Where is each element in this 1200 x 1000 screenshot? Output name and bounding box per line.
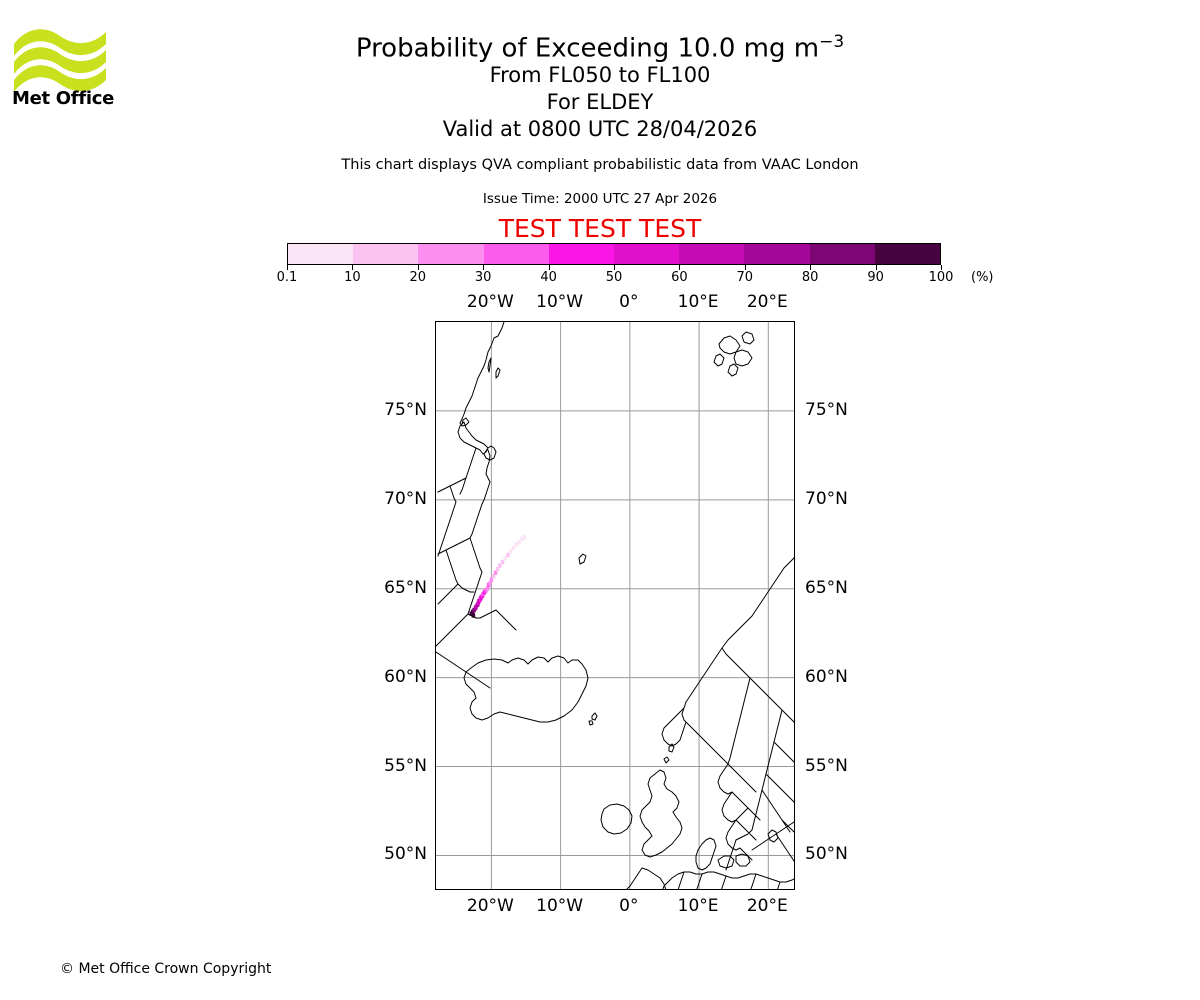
copyright-notice: © Met Office Crown Copyright	[60, 961, 272, 977]
lon-label-10-top: 10°E	[677, 292, 719, 312]
colorbar-segment-60-70	[679, 244, 745, 264]
colorbar-segment-80-90	[809, 244, 875, 264]
colorbar-segment-90-100	[874, 244, 941, 264]
colorbar-segment-50-60	[614, 244, 680, 264]
colorbar-tick-20	[417, 265, 419, 270]
ash-cell	[522, 534, 527, 540]
lat-label-65-left: 65°N	[384, 577, 427, 598]
colorbar-tick-70	[744, 265, 746, 270]
colorbar-segments	[287, 243, 941, 265]
probability-colorbar	[287, 243, 941, 265]
colorbar-tick-label-0.1: 0.1	[276, 270, 298, 285]
colorbar-segment-0.1-10	[288, 244, 354, 264]
ash-cell	[495, 566, 500, 572]
colorbar-segment-20-30	[418, 244, 484, 264]
ash-cell	[506, 552, 510, 558]
colorbar-segment-10-20	[353, 244, 419, 264]
lat-label-75-left: 75°N	[384, 399, 427, 420]
coastlines	[436, 322, 794, 889]
page-title: Probability of Exceeding 10.0 mg m−3	[0, 26, 1200, 65]
ash-probability-cells	[469, 534, 527, 618]
ash-cell	[514, 542, 519, 547]
colorbar-tick-60	[679, 265, 681, 270]
ash-cell	[511, 545, 516, 551]
colorbar-tick-label-80: 80	[801, 270, 819, 285]
lon-label-0-top: 0°	[619, 292, 639, 312]
ash-cell	[497, 563, 502, 568]
colorbar-tick-label-50: 50	[605, 270, 623, 285]
colorbar-tick-30	[483, 265, 485, 270]
colorbar-tick-40	[548, 265, 550, 270]
page-title-text: Probability of Exceeding 10.0 mg m	[355, 33, 820, 64]
colorbar-tick-label-30: 30	[474, 270, 492, 285]
colorbar-segment-30-40	[483, 244, 549, 264]
colorbar-tick-90	[875, 265, 877, 270]
ash-cell	[493, 570, 498, 575]
ash-cell	[471, 613, 476, 618]
ash-cell	[485, 586, 489, 591]
lat-label-70-right: 70°N	[805, 488, 848, 509]
colorbar-tick-0.1	[287, 265, 288, 270]
lat-label-65-right: 65°N	[805, 577, 848, 598]
colorbar-tick-label-20: 20	[409, 270, 427, 285]
lon-label-10-bottom: 10°E	[677, 896, 719, 916]
colorbar-segment-70-80	[744, 244, 810, 264]
ash-cell	[489, 577, 494, 583]
qva-compliance-note: This chart displays QVA compliant probab…	[341, 157, 859, 173]
colorbar-tick-label-70: 70	[736, 270, 754, 285]
ash-cell	[500, 559, 505, 565]
lat-label-70-left: 70°N	[384, 488, 427, 509]
map-plot-area[interactable]	[435, 321, 795, 890]
test-banner: TEST TEST TEST	[498, 214, 702, 243]
lat-label-60-left: 60°N	[384, 666, 427, 687]
valid-time-line: Valid at 0800 UTC 28/04/2026	[442, 117, 758, 141]
logo-waves	[14, 29, 106, 92]
colorbar-ticks	[287, 265, 942, 273]
ash-cell	[520, 536, 524, 542]
colorbar-tick-labels: 0.1 10 20 30 40 50 60 70 80 90 100	[277, 270, 954, 288]
lon-label--10-top: 10°W	[536, 292, 584, 312]
colorbar-unit-label: (%)	[971, 270, 994, 285]
lon-label--10-bottom: 10°W	[536, 896, 584, 916]
lon-label-20-top: 20°E	[746, 292, 788, 312]
colorbar-tick-label-90: 90	[867, 270, 884, 285]
lon-label-20-bottom: 20°E	[746, 896, 788, 916]
issue-time-line: Issue Time: 2000 UTC 27 Apr 2026	[482, 191, 718, 207]
ash-cell	[503, 556, 507, 561]
colorbar-tick-label-100: 100	[928, 270, 954, 285]
map-gridlines	[436, 322, 794, 889]
lat-label-55-left: 55°N	[384, 755, 427, 776]
lat-label-50-right: 50°N	[805, 844, 848, 865]
lon-label--20-top: 20°W	[466, 292, 514, 312]
ash-cell	[517, 540, 521, 545]
flight-level-range: From FL050 to FL100	[489, 63, 711, 87]
page-title-exponent: −3	[819, 32, 845, 52]
colorbar-tick-100	[941, 265, 942, 270]
ash-cell	[491, 574, 496, 579]
colorbar-tick-10	[352, 265, 354, 270]
lat-label-50-left: 50°N	[384, 844, 427, 865]
colorbar-segment-40-50	[548, 244, 615, 264]
lat-label-75-right: 75°N	[805, 399, 848, 420]
colorbar-tick-label-40: 40	[540, 270, 557, 285]
ash-cell	[509, 549, 513, 554]
met-office-logo-text: Met Office	[12, 88, 115, 109]
lat-label-55-right: 55°N	[805, 755, 848, 776]
colorbar-tick-50	[614, 265, 615, 270]
colorbar-tick-label-10: 10	[344, 270, 361, 285]
volcano-name-line: For ELDEY	[546, 90, 654, 114]
lat-label-60-right: 60°N	[805, 666, 848, 687]
ash-cell	[488, 581, 492, 586]
lon-label-0-bottom: 0°	[619, 896, 639, 916]
met-office-logo	[12, 22, 108, 112]
colorbar-tick-80	[810, 265, 812, 270]
lon-label--20-bottom: 20°W	[466, 896, 514, 916]
colorbar-tick-label-60: 60	[671, 270, 688, 285]
